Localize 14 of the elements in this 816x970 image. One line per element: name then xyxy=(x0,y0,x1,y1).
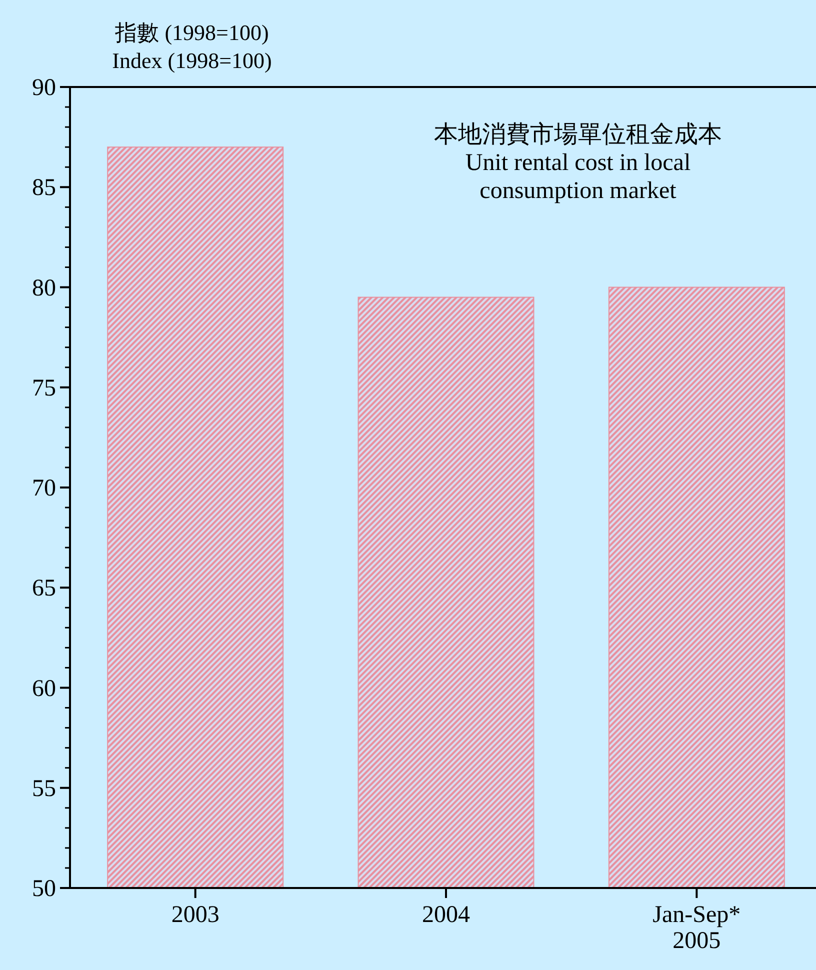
y-tick-label: 75 xyxy=(32,375,56,402)
y-tick-label: 55 xyxy=(32,776,56,802)
y-axis-title: 指數 (1998=100) Index (1998=100) xyxy=(112,20,272,73)
x-tick-label: 2004 xyxy=(422,902,470,928)
x-tick-label: 2003 xyxy=(171,902,220,928)
y-tick-label: 90 xyxy=(32,75,56,101)
y-tick-label: 50 xyxy=(32,876,56,902)
y-tick-label: 80 xyxy=(32,275,56,302)
y-tick-label: 85 xyxy=(32,175,56,202)
y-tick-label: 65 xyxy=(32,576,56,602)
text: 本地消費市場單位租金成本 Unit rental cost in local consumption market xyxy=(434,121,722,204)
y-tick-label: 70 xyxy=(32,476,56,502)
x-tick-label: Jan-Sep* 2005 xyxy=(652,902,741,954)
y-tick-label: 60 xyxy=(32,676,56,702)
